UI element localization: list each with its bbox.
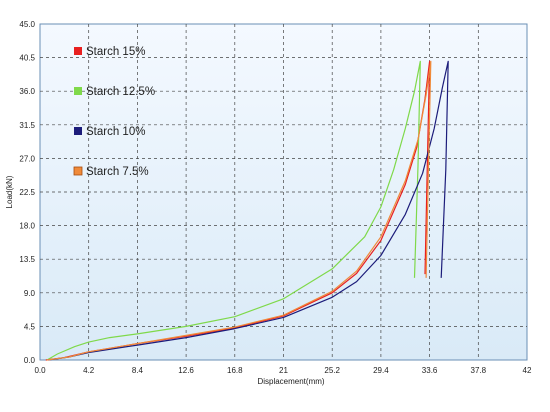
legend-swatch	[74, 87, 82, 95]
x-axis-label: Displacement(mm)	[257, 377, 324, 386]
y-tick-label: 22.5	[19, 188, 35, 197]
y-tick-labels: 0.0 4.5 9.0 13.5 18.0 22.5 27.0 31.5 36.0 40.5 45.…	[19, 20, 35, 365]
x-tick-label: 21	[279, 366, 288, 375]
legend: Starch 15% Starch 12.5% Starch 10% Starch 7…	[73, 46, 155, 178]
x-tick-label: 16.8	[227, 366, 243, 375]
legend-label: Starch 12.5%	[86, 86, 155, 98]
y-tick-label: 27.0	[19, 154, 35, 163]
x-tick-label: 25.2	[324, 366, 340, 375]
legend-swatch	[74, 47, 82, 55]
y-tick-label: 4.5	[24, 322, 36, 331]
legend-label: Starch 15%	[86, 46, 145, 58]
y-tick-label: 0.0	[24, 356, 36, 365]
x-tick-label: 33.6	[422, 366, 438, 375]
x-tick-label: 12.6	[178, 366, 194, 375]
y-tick-label: 13.5	[19, 255, 35, 264]
x-tick-label: 29.4	[373, 366, 389, 375]
legend-swatch	[74, 127, 82, 135]
legend-swatch	[73, 166, 83, 176]
series-line-starch-10	[48, 60, 449, 361]
y-tick-label: 40.5	[19, 54, 35, 63]
series-line-starch-12-5	[46, 60, 421, 361]
series-layer	[45, 60, 449, 361]
y-tick-label: 36.0	[19, 87, 35, 96]
x-tick-labels: 0.0 4.2 8.4 12.6 16.8 21 25.2 29.4 33.6 37.8 42	[34, 366, 532, 375]
y-tick-label: 9.0	[24, 289, 36, 298]
x-tick-label: 42	[523, 366, 532, 375]
x-tick-label: 0.0	[34, 366, 46, 375]
grid-lines	[40, 24, 527, 360]
x-tick-label: 37.8	[471, 366, 487, 375]
y-tick-label: 18.0	[19, 222, 35, 231]
x-tick-label: 4.2	[83, 366, 95, 375]
legend-label: Starch 7.5%	[86, 166, 149, 178]
y-axis-label: Load(kN)	[5, 175, 14, 208]
legend-label: Starch 10%	[86, 126, 145, 138]
y-tick-label: 31.5	[19, 121, 35, 130]
x-tick-label: 8.4	[132, 366, 144, 375]
y-tick-label: 45.0	[19, 20, 35, 29]
series-line-starch-7-5	[46, 60, 432, 361]
